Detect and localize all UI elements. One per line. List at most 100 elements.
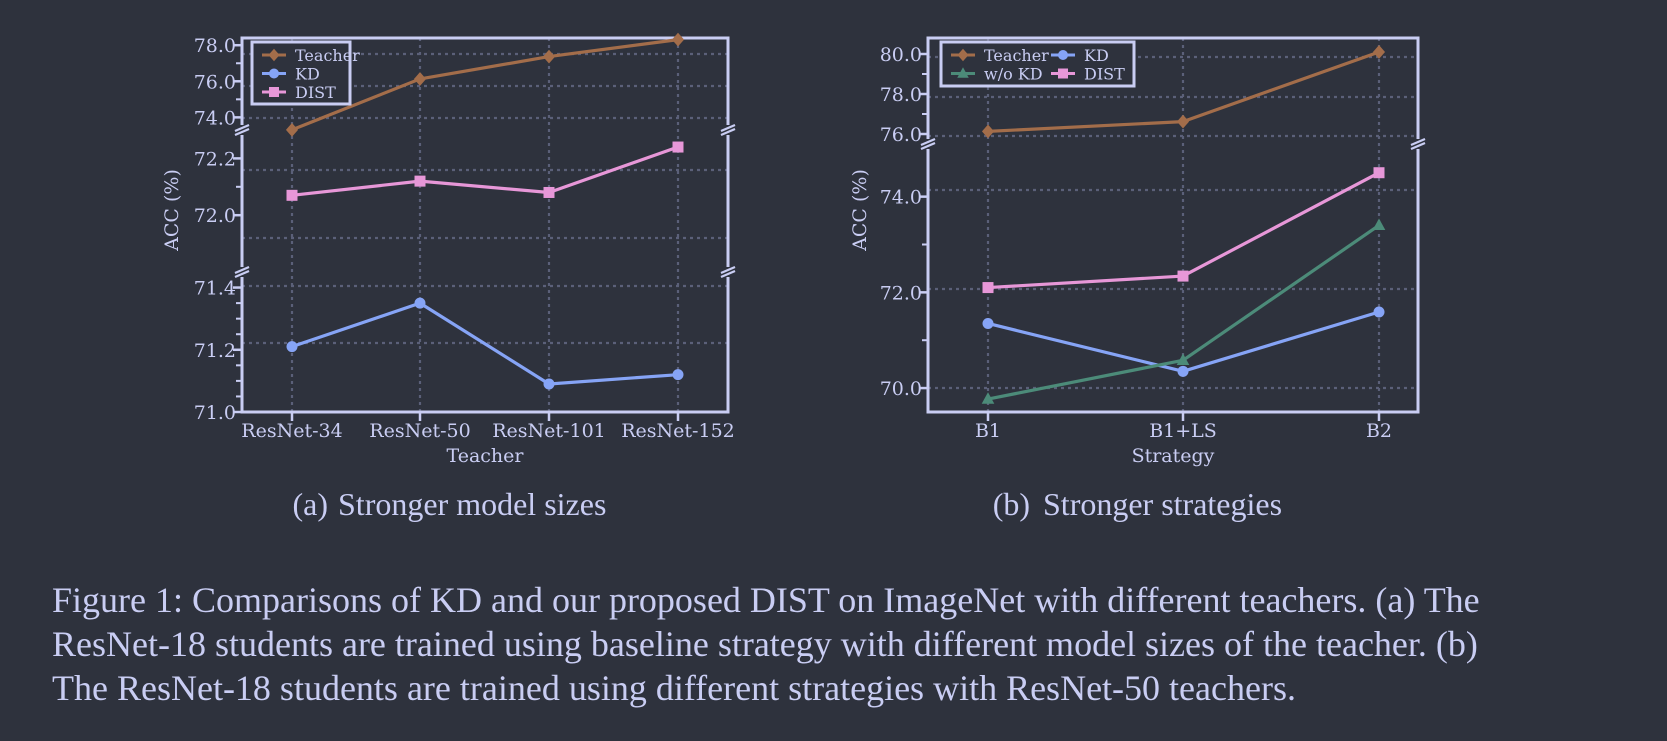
series-teacher: [285, 32, 685, 137]
axis-break-mark: [1410, 141, 1426, 151]
series-line: [291, 38, 679, 132]
y-tick-label: 74.0: [880, 187, 922, 209]
legend-label: DIST: [1084, 65, 1125, 84]
legend-label: Teacher: [295, 46, 360, 65]
caption-line: Figure 1: Comparisons of KD and our prop…: [52, 580, 1480, 620]
caption-line: The ResNet-18 students are trained using…: [52, 668, 1296, 708]
data-point: [1372, 45, 1386, 59]
plot-frame: [926, 36, 1420, 414]
grid: [928, 38, 1418, 412]
data-point: [414, 175, 426, 187]
subcaption-title: Stronger model sizes: [338, 486, 606, 522]
data-point: [1177, 365, 1189, 377]
axis-break-mark: [1410, 137, 1426, 147]
legend-label: Teacher: [984, 46, 1049, 65]
caption-line: ResNet-18 students are trained using bas…: [52, 624, 1478, 664]
y-axis-label: ACC (%): [161, 169, 183, 252]
y-tick-label: 71.2: [194, 340, 236, 362]
chart-b: 76.0 78.0 80.0 70.0 72.0 74.0 B1 B1+LS B2 ACC (%)…: [849, 36, 1427, 522]
series-w-o-kd: [981, 218, 1386, 404]
axis-break-mark: [720, 127, 736, 137]
data-point: [543, 186, 555, 198]
x-tick-label: B1+LS: [1149, 420, 1217, 442]
x-tick-label: B2: [1366, 420, 1392, 442]
axis-break-mark: [234, 127, 250, 137]
data-point: [1373, 167, 1385, 179]
series-kd: [286, 297, 684, 390]
legend-marker: [1058, 50, 1068, 60]
y-tick-label: 72.0: [880, 282, 922, 304]
axis-break-mark: [720, 269, 736, 279]
y-tick-label: 76.0: [194, 71, 236, 93]
series-kd: [982, 306, 1385, 377]
y-tick-label: 80.0: [880, 44, 922, 66]
subcaption-title: Stronger strategies: [1043, 486, 1282, 522]
legend-box: [250, 40, 352, 106]
legend-marker: [957, 67, 969, 78]
data-point: [286, 189, 298, 201]
axis-break-mark: [920, 137, 936, 147]
axis-break-mark: [720, 265, 736, 275]
x-axis-label: Strategy: [1132, 445, 1215, 467]
x-tick-label: ResNet-50: [369, 420, 470, 442]
data-point: [414, 297, 426, 309]
data-point: [413, 72, 427, 86]
series-line: [291, 145, 679, 197]
legend-label: DIST: [295, 83, 336, 102]
x-tick-label: B1: [975, 420, 1001, 442]
y-tick-label: 70.0: [880, 378, 922, 400]
axis-break-mark: [234, 265, 250, 275]
axis-break-gap: [1409, 139, 1427, 149]
axis-break-mark: [920, 141, 936, 151]
series-teacher: [981, 45, 1386, 139]
axis-break-mark: [234, 269, 250, 279]
figure-caption: Figure 1: Comparisons of KD and our prop…: [52, 578, 1662, 710]
data-point: [982, 282, 994, 294]
axis-break-mark: [720, 123, 736, 133]
axis-break-gap: [233, 267, 251, 277]
axis-break-gap: [719, 267, 737, 277]
legend-box: [939, 40, 1136, 88]
subcaption-label: (a): [292, 486, 328, 522]
x-tick-label: ResNet-152: [621, 420, 735, 442]
data-point: [286, 341, 298, 353]
y-tick-label: 72.2: [194, 148, 236, 170]
y-tick-label: 78.0: [194, 35, 236, 57]
data-point: [981, 392, 995, 404]
subcaption-label: (b): [993, 486, 1030, 522]
series-dist: [982, 167, 1385, 294]
axis-break-gap: [233, 125, 251, 135]
data-point: [285, 122, 299, 137]
data-point: [1176, 353, 1190, 365]
legend-marker: [269, 87, 279, 97]
legend-label: KD: [1084, 46, 1109, 65]
data-point: [542, 49, 556, 64]
y-tick-label: 78.0: [880, 84, 922, 106]
data-point: [981, 124, 995, 139]
plot-frame: [240, 36, 730, 414]
series-dist: [286, 141, 684, 201]
data-point: [671, 32, 685, 47]
data-point: [1177, 270, 1189, 282]
y-tick-label: 74.0: [194, 107, 236, 129]
data-point: [1372, 218, 1386, 231]
data-point: [543, 378, 555, 390]
y-tick-label: 76.0: [880, 124, 922, 146]
y-tick-label: 71.4: [194, 278, 236, 300]
x-tick-label: ResNet-101: [492, 420, 606, 442]
data-point: [672, 141, 684, 153]
data-point: [1373, 306, 1385, 318]
data-point: [672, 369, 684, 381]
x-axis-label: Teacher: [447, 445, 525, 467]
data-point: [982, 317, 994, 329]
legend-marker: [268, 48, 280, 62]
x-tick-label: ResNet-34: [241, 420, 342, 442]
axis-break-gap: [919, 139, 937, 149]
legend-label: KD: [295, 65, 320, 84]
legend-marker: [1058, 68, 1068, 79]
axis-break-mark: [234, 123, 250, 133]
legend-marker: [269, 68, 279, 79]
data-point: [1176, 114, 1190, 129]
legend-label: w/o KD: [984, 65, 1043, 84]
